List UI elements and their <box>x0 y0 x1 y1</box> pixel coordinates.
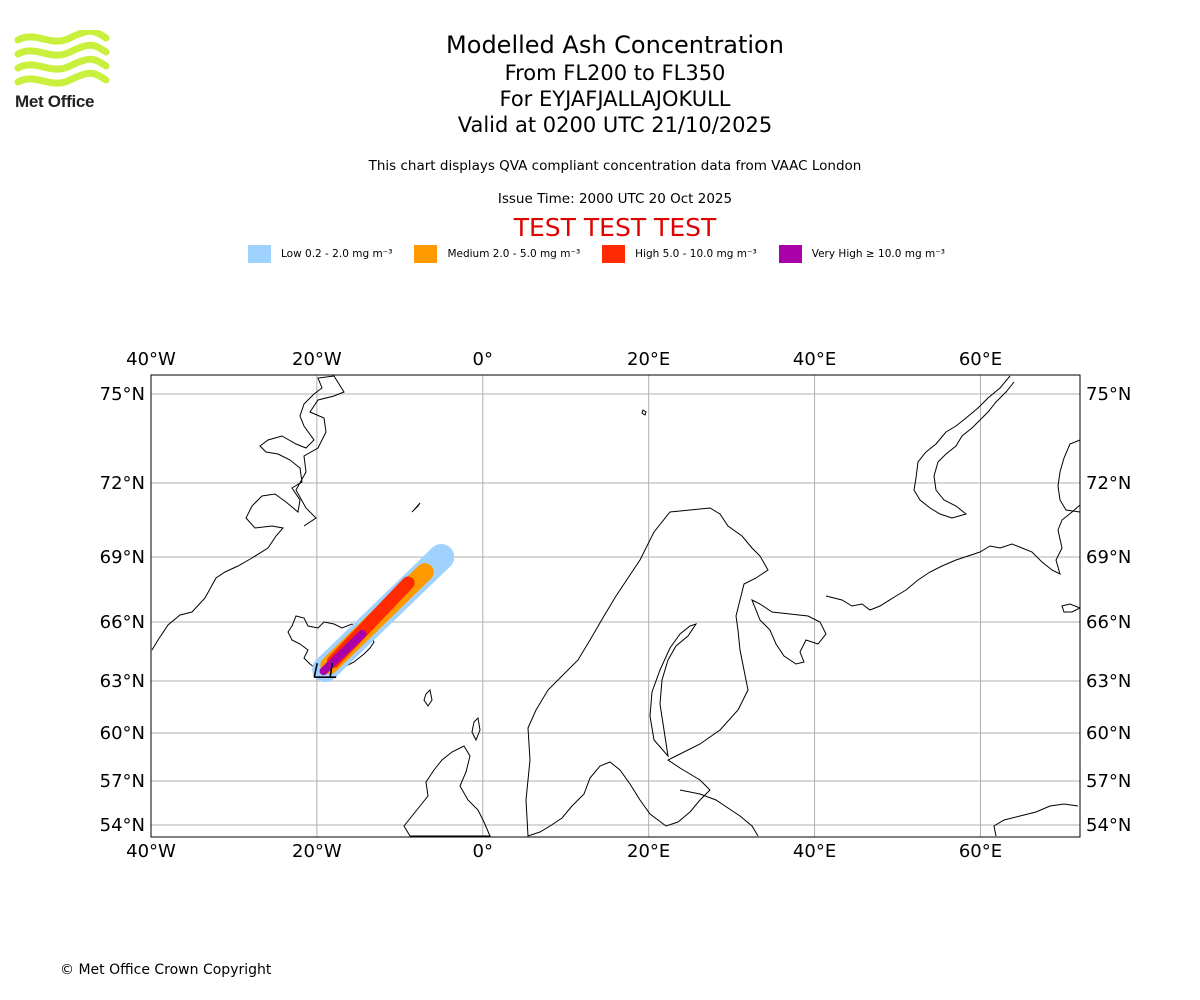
lat-tick-label-left: 69°N <box>100 547 145 568</box>
axis-labels: 40°W 40°W 20°W 20°W 0° 0° 20°E 20°E 40°E 40°E 60°E… <box>100 349 1132 862</box>
legend-swatch <box>414 245 438 263</box>
chart-titles: Modelled Ash Concentration From FL200 to… <box>0 30 1200 138</box>
legend-label: Medium 2.0 - 5.0 mg m⁻³ <box>447 248 581 260</box>
logo-wave <box>14 30 110 45</box>
lat-tick-label-left: 63°N <box>100 671 145 692</box>
coastline-iceland <box>287 615 375 673</box>
logo-wave <box>14 41 110 59</box>
coastline-yamal <box>1057 439 1080 513</box>
coastline-shetland <box>471 716 481 742</box>
valid-time: Valid at 0200 UTC 21/10/2025 <box>457 113 773 137</box>
lat-tick-label-right: 54°N <box>1086 815 1131 836</box>
map-frame <box>150 374 1081 838</box>
volcano-marker <box>313 663 337 678</box>
lon-tick-label-top: 60°E <box>959 349 1002 370</box>
legend-label: Very High ≥ 10.0 mg m⁻³ <box>811 248 945 260</box>
lon-tick-label-bottom: 0° <box>473 841 493 862</box>
issue-time: Issue Time: 2000 UTC 20 Oct 2025 <box>497 191 733 207</box>
coastline-bothnia <box>649 623 698 758</box>
logo-wave <box>14 55 110 73</box>
graticule <box>150 375 1080 837</box>
lat-tick-label-left: 66°N <box>100 612 145 633</box>
lat-tick-label-right: 69°N <box>1086 547 1131 568</box>
volcano-symbol <box>313 663 337 678</box>
lat-tick-label-left: 54°N <box>100 815 145 836</box>
flight-level-range: From FL200 to FL350 <box>504 61 726 85</box>
coastline-scandinavia <box>525 507 769 837</box>
coastline-kola <box>751 598 827 665</box>
lat-tick-label-right: 75°N <box>1086 384 1131 405</box>
compliance-note: This chart displays QVA compliant concen… <box>368 158 862 174</box>
lon-tick-label-bottom: 20°E <box>627 841 670 862</box>
legend-item-medium: Medium 2.0 - 5.0 mg m⁻³ <box>414 245 580 263</box>
legend-swatch <box>248 245 271 263</box>
coastline-kara-islet <box>1061 603 1080 613</box>
ash-cloud <box>312 544 455 683</box>
lon-tick-label-top: 40°W <box>126 349 176 370</box>
coastline-novaya-zemlya <box>913 375 1015 519</box>
lat-tick-label-right: 60°N <box>1086 723 1131 744</box>
coastline-svalbard-islet <box>641 409 647 416</box>
coastline-russia-north <box>825 504 1080 611</box>
lon-tick-label-top: 20°W <box>292 349 342 370</box>
legend-item-high: High 5.0 - 10.0 mg m⁻³ <box>602 245 757 263</box>
legend-label: High 5.0 - 10.0 mg m⁻³ <box>635 248 757 260</box>
legend-item-very-high: Very High ≥ 10.0 mg m⁻³ <box>778 245 945 263</box>
lat-tick-label-left: 72°N <box>100 473 145 494</box>
coastline-greenland <box>151 375 345 651</box>
lat-tick-label-left: 75°N <box>100 384 145 405</box>
page-title: Modelled Ash Concentration <box>446 31 784 59</box>
lon-tick-label-top: 20°E <box>627 349 670 370</box>
copyright: © Met Office Crown Copyright <box>60 962 272 978</box>
lon-tick-label-bottom: 40°E <box>793 841 836 862</box>
lon-tick-label-top: 0° <box>473 349 493 370</box>
legend-swatch <box>778 245 802 263</box>
coastline-scotland <box>403 745 491 837</box>
lat-tick-label-left: 60°N <box>100 723 145 744</box>
legend: Low 0.2 - 2.0 mg m⁻³ Medium 2.0 - 5.0 mg… <box>248 244 967 264</box>
coastlines <box>151 375 1080 837</box>
coastline-jan-mayen <box>411 502 421 513</box>
volcano-name: For EYJAFJALLAJOKULL <box>499 87 731 111</box>
logo-wordmark: Met Office <box>15 92 95 111</box>
test-banner: TEST TEST TEST <box>513 213 717 242</box>
coastline-russia-east <box>993 803 1079 837</box>
met-office-logo <box>14 30 110 87</box>
legend-item-low: Low 0.2 - 2.0 mg m⁻³ <box>248 245 392 263</box>
ash-region-very-high <box>319 629 367 676</box>
lat-tick-label-left: 57°N <box>100 771 145 792</box>
lat-tick-label-right: 66°N <box>1086 612 1131 633</box>
lon-tick-label-bottom: 40°W <box>126 841 176 862</box>
logo-wave <box>14 69 110 87</box>
lat-tick-label-right: 72°N <box>1086 473 1131 494</box>
legend-label: Low 0.2 - 2.0 mg m⁻³ <box>281 248 393 260</box>
coastline-faroe <box>423 688 433 707</box>
lat-tick-label-right: 63°N <box>1086 671 1131 692</box>
lat-tick-label-right: 57°N <box>1086 771 1131 792</box>
lon-tick-label-bottom: 20°W <box>292 841 342 862</box>
legend-swatch <box>602 245 626 263</box>
coastline-baltics <box>679 789 759 837</box>
lon-tick-label-top: 40°E <box>793 349 836 370</box>
lon-tick-label-bottom: 60°E <box>959 841 1002 862</box>
